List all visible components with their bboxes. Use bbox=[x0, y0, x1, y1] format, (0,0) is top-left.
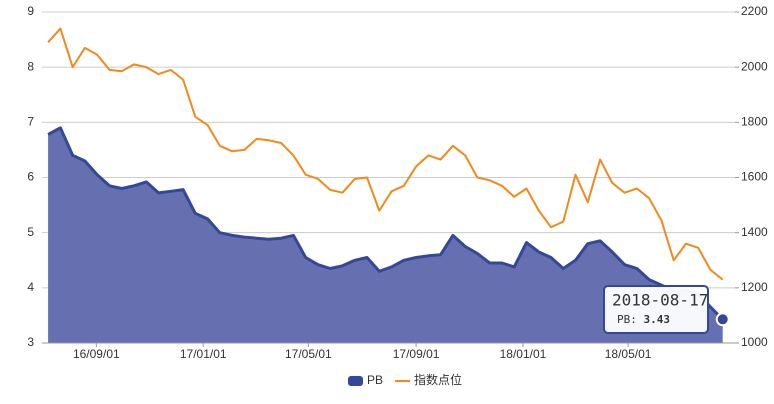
x-tick-label: 17/09/01 bbox=[393, 347, 440, 361]
x-tick-label: 18/01/01 bbox=[500, 347, 547, 361]
y2-tick-label: 1800 bbox=[741, 115, 768, 129]
y-tick-label: 6 bbox=[27, 170, 34, 184]
y-tick-label: 8 bbox=[27, 59, 34, 73]
tooltip-box bbox=[603, 285, 709, 334]
y-tick-label: 3 bbox=[27, 335, 34, 349]
area bbox=[48, 127, 723, 343]
y2-tick-label: 1400 bbox=[741, 225, 768, 239]
line bbox=[47, 27, 724, 281]
tooltip: 2018-08-17 PB: 3.43 bbox=[603, 285, 709, 334]
y-tick-label: 5 bbox=[27, 225, 34, 239]
legend-label: 指数点位 bbox=[414, 372, 462, 387]
y-tick-label: 9 bbox=[27, 4, 34, 18]
y2-tick-label: 1600 bbox=[741, 170, 768, 184]
hover-point bbox=[715, 312, 730, 327]
x-tick-label: 18/05/01 bbox=[605, 347, 652, 361]
legend-swatch bbox=[348, 376, 363, 386]
tooltip-date: 2018-08-17 bbox=[612, 291, 708, 310]
tooltip-colon: : bbox=[630, 313, 643, 326]
y2-tick-label: 2000 bbox=[741, 59, 768, 73]
y2-tick-label: 2200 bbox=[741, 4, 768, 18]
y-tick-label: 7 bbox=[27, 115, 34, 129]
tooltip-name: PB bbox=[617, 313, 631, 326]
y2-tick-label: 1200 bbox=[741, 280, 768, 294]
legend-label: PB bbox=[367, 373, 383, 387]
x-tick-label: 16/09/01 bbox=[73, 347, 120, 361]
x-tick-label: 17/05/01 bbox=[285, 347, 332, 361]
y-tick-label: 4 bbox=[27, 280, 34, 294]
y2-tick-label: 1000 bbox=[741, 335, 768, 349]
tooltip-number: 3.43 bbox=[644, 313, 671, 326]
x-tick-label: 17/01/01 bbox=[180, 347, 227, 361]
tooltip-value: PB: 3.43 bbox=[617, 313, 670, 326]
line bbox=[47, 126, 724, 321]
